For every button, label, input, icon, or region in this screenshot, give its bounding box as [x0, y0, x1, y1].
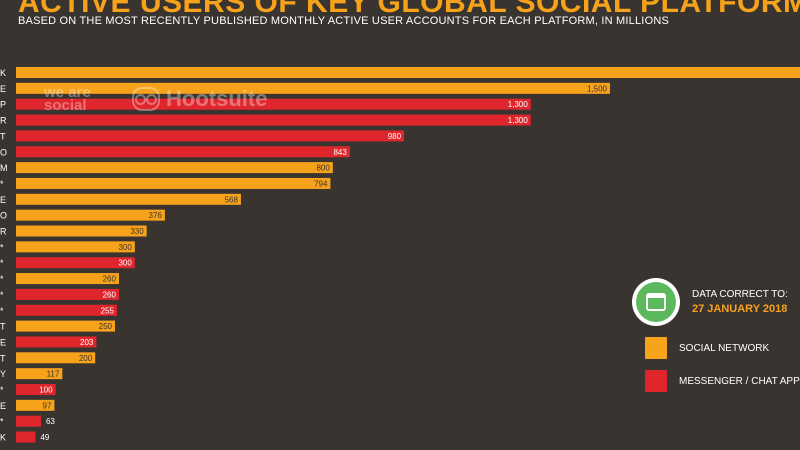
bar-value-label: 376: [149, 211, 163, 220]
row-label: *: [0, 258, 4, 268]
bar: [16, 225, 147, 237]
date-label: DATA CORRECT TO:: [692, 289, 788, 300]
bar: [16, 304, 117, 316]
bar: [16, 273, 119, 285]
bar: [16, 67, 800, 78]
bar-value-label: 255: [101, 306, 115, 315]
row-label: *: [0, 385, 4, 395]
row-label: *: [0, 242, 4, 252]
bar-value-label: 203: [80, 338, 94, 347]
row-label: R: [0, 116, 7, 126]
bar: [16, 177, 331, 189]
row-label: T: [0, 353, 6, 363]
row-label: R: [0, 227, 7, 237]
bar: [16, 162, 333, 174]
bar-value-label: 300: [118, 259, 132, 268]
row-label: T: [0, 131, 6, 141]
bar: [16, 384, 56, 395]
bar-value-label: 800: [316, 164, 330, 173]
bar-value-label: 1,500: [587, 84, 608, 93]
data-date-note: DATA CORRECT TO: 27 JANUARY 2018: [632, 278, 788, 326]
bar-value-label: 250: [99, 322, 113, 331]
bar: [16, 399, 55, 411]
legend-messenger: MESSENGER / CHAT APP: [645, 370, 800, 392]
row-label: *: [0, 274, 4, 284]
row-label: K: [0, 68, 6, 78]
row-label: O: [0, 211, 7, 221]
we-are-social-logo: we are social: [44, 84, 91, 114]
bar: [16, 130, 405, 142]
bar-value-label: 300: [118, 243, 132, 252]
bar-value-label: 1,300: [508, 100, 529, 109]
row-label: T: [0, 322, 6, 332]
bar: [16, 241, 135, 253]
calendar-badge: [632, 278, 680, 326]
bar-value-label: 117: [47, 370, 60, 379]
row-label: *: [0, 179, 4, 189]
bar: [16, 98, 531, 110]
owl-icon: [132, 87, 160, 111]
bar-value-label: 100: [39, 386, 53, 395]
chart-subtitle: BASED ON THE MOST RECENTLY PUBLISHED MON…: [18, 15, 670, 27]
bar: [16, 146, 350, 158]
bar: [16, 368, 63, 380]
hootsuite-logo-text: Hootsuite: [166, 86, 268, 111]
bar-value-label: 49: [40, 433, 49, 442]
calendar-icon: [646, 293, 666, 311]
row-label: E: [0, 337, 6, 347]
bar-value-label: 1,300: [508, 116, 529, 125]
row-label: *: [0, 306, 4, 316]
legend-messenger-swatch: [645, 370, 667, 392]
bar-value-label: 260: [103, 275, 117, 284]
row-label: K: [0, 433, 6, 443]
hootsuite-logo: Hootsuite: [132, 86, 267, 112]
bar-value-label: 260: [103, 290, 117, 299]
bar: [16, 209, 165, 221]
bar-value-label: 794: [314, 179, 328, 188]
row-label: *: [0, 417, 4, 427]
bar-value-label: 568: [225, 195, 239, 204]
bar-value-label: 980: [388, 132, 402, 141]
watermark: we are social Hootsuite: [44, 84, 267, 114]
bar: [16, 114, 531, 126]
legend-social-label: SOCIAL NETWORK: [679, 342, 770, 354]
bar: [16, 352, 96, 364]
bar: [16, 193, 241, 205]
legend-social-swatch: [645, 337, 667, 359]
row-label: O: [0, 147, 7, 157]
bar: [16, 336, 97, 348]
row-label: E: [0, 195, 6, 205]
row-label: *: [0, 290, 4, 300]
bar: [16, 320, 115, 332]
date-value: 27 JANUARY 2018: [692, 303, 788, 315]
row-label: M: [0, 163, 8, 173]
bar: [16, 288, 119, 300]
legend-social: SOCIAL NETWORK: [645, 337, 769, 359]
bar: [16, 431, 36, 443]
bar-value-label: 200: [79, 354, 93, 363]
chart-title: ACTIVE USERS OF KEY GLOBAL SOCIAL PLATFO…: [18, 0, 800, 19]
row-label: Y: [0, 369, 6, 379]
legend-messenger-label: MESSENGER / CHAT APP: [679, 375, 800, 387]
bar-value-label: 843: [333, 148, 347, 157]
bar: [16, 415, 41, 427]
row-label: E: [0, 84, 6, 94]
row-label: E: [0, 401, 6, 411]
row-label: P: [0, 100, 6, 110]
bar: [16, 257, 135, 269]
bar-value-label: 330: [130, 227, 144, 236]
bar-value-label: 63: [46, 417, 55, 426]
bar-value-label: 97: [43, 401, 52, 410]
bar: [16, 82, 610, 94]
